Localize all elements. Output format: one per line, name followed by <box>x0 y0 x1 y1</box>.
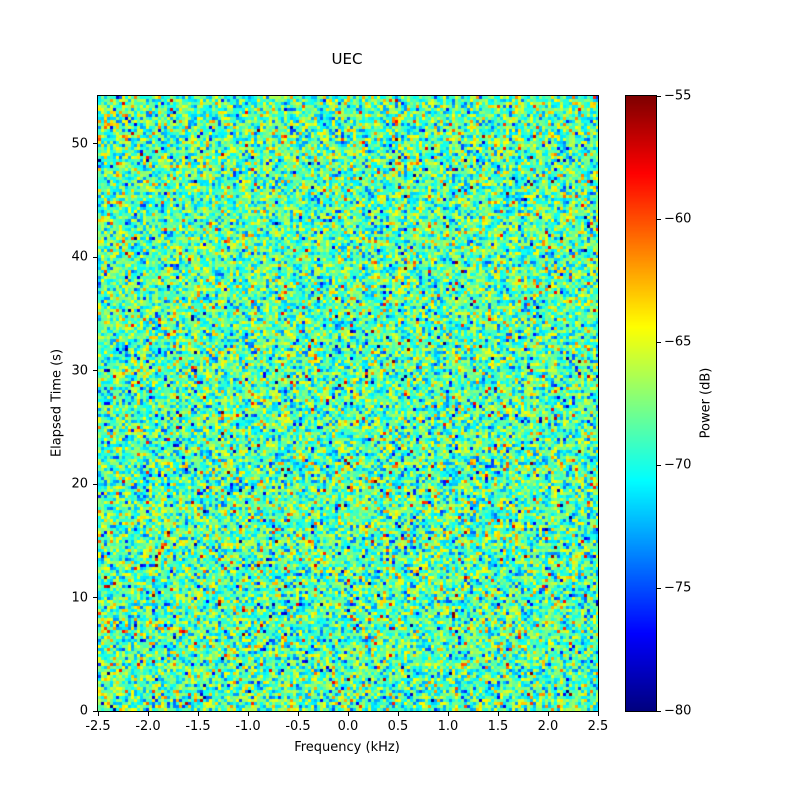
plot-area <box>97 95 599 712</box>
colorbar-tick-mark <box>657 464 661 466</box>
x-tick-mark <box>497 712 499 716</box>
x-tick-mark <box>297 712 299 716</box>
y-tick-mark <box>93 143 97 145</box>
y-tick-mark <box>93 370 97 372</box>
x-tick-mark <box>547 712 549 716</box>
y-tick-mark <box>93 256 97 258</box>
colorbar-tick-label: −75 <box>664 580 692 596</box>
x-tick-mark <box>347 712 349 716</box>
y-tick-label: 0 <box>79 703 88 719</box>
y-tick-mark <box>93 597 97 599</box>
y-axis-label: Elapsed Time (s) <box>49 348 65 457</box>
colorbar-tick-mark <box>657 341 661 343</box>
colorbar-canvas <box>626 96 656 711</box>
y-tick-label: 50 <box>71 136 88 152</box>
x-tick-mark <box>97 712 99 716</box>
spectrogram-canvas <box>98 96 598 711</box>
x-tick-mark <box>397 712 399 716</box>
x-tick-mark <box>147 712 149 716</box>
x-tick-label: -2.0 <box>135 719 161 734</box>
x-tick-label: 2.0 <box>537 719 559 734</box>
colorbar-tick-label: −70 <box>664 457 692 473</box>
chart-title: UEC <box>331 50 363 68</box>
x-tick-mark <box>447 712 449 716</box>
x-tick-label: 2.5 <box>587 719 609 734</box>
x-tick-label: 1.5 <box>487 719 509 734</box>
colorbar-tick-label: −55 <box>664 88 692 104</box>
x-tick-label: 0.0 <box>337 719 359 734</box>
x-tick-label: 0.5 <box>387 719 409 734</box>
colorbar-tick-label: −65 <box>664 334 692 350</box>
y-tick-label: 40 <box>71 249 88 265</box>
y-tick-label: 30 <box>71 363 88 379</box>
x-tick-mark <box>247 712 249 716</box>
colorbar-tick-mark <box>657 218 661 220</box>
colorbar <box>625 95 657 712</box>
colorbar-tick-mark <box>657 95 661 97</box>
colorbar-label: Power (dB) <box>698 367 714 438</box>
y-tick-mark <box>93 710 97 712</box>
x-tick-label: -1.5 <box>185 719 211 734</box>
x-tick-label: -0.5 <box>285 719 311 734</box>
y-tick-mark <box>93 483 97 485</box>
colorbar-tick-label: −60 <box>664 211 692 227</box>
x-tick-mark <box>597 712 599 716</box>
x-tick-label: -1.0 <box>235 719 261 734</box>
colorbar-tick-mark <box>657 587 661 589</box>
colorbar-tick-label: −80 <box>664 703 692 719</box>
colorbar-tick-mark <box>657 710 661 712</box>
y-tick-label: 10 <box>71 590 88 606</box>
x-axis-label: Frequency (kHz) <box>294 740 400 755</box>
x-tick-mark <box>197 712 199 716</box>
y-tick-label: 20 <box>71 476 88 492</box>
x-tick-label: 1.0 <box>437 719 459 734</box>
x-tick-label: -2.5 <box>85 719 111 734</box>
